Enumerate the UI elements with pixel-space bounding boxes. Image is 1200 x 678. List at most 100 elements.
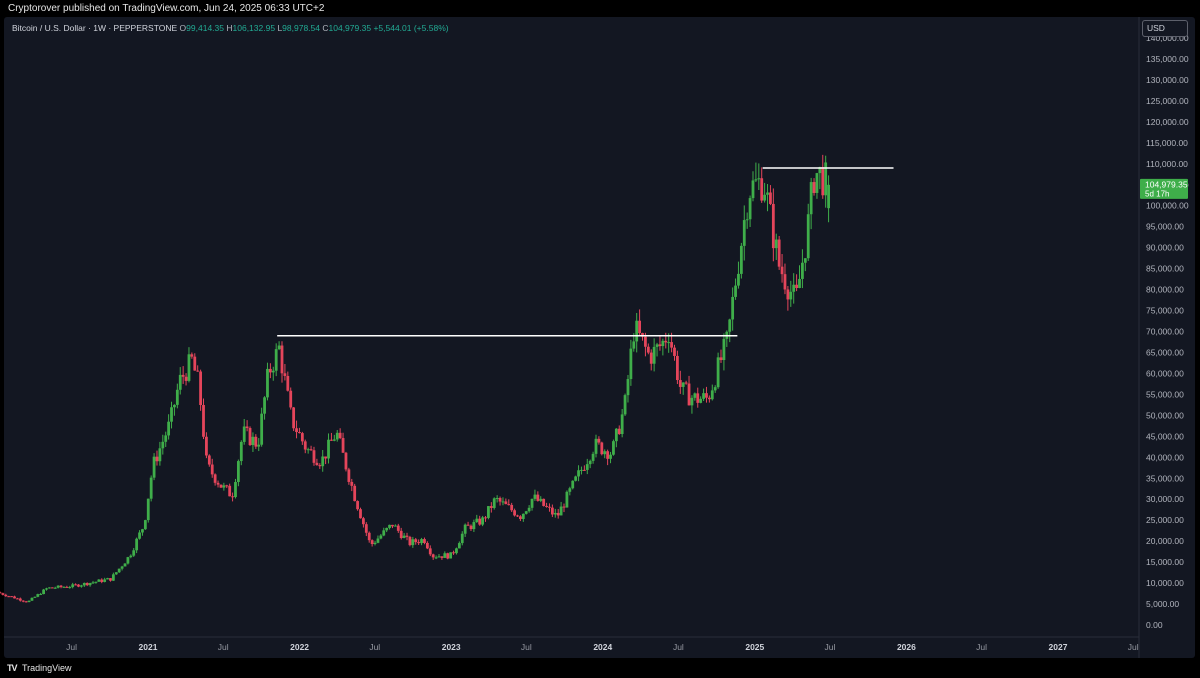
candle-body xyxy=(388,524,391,528)
candle-body xyxy=(149,477,153,499)
candle-body xyxy=(411,539,415,546)
candle-body xyxy=(519,516,522,519)
candle-body xyxy=(545,505,548,507)
candle-body xyxy=(13,596,16,599)
candle-body xyxy=(332,439,336,441)
candle-body xyxy=(379,535,383,539)
candle-body xyxy=(350,481,354,486)
candle-body xyxy=(42,589,45,595)
candle-body xyxy=(626,379,630,396)
y-tick-label: 130,000.00 xyxy=(1146,75,1189,85)
candle-body xyxy=(629,348,633,380)
candle-body xyxy=(452,552,455,554)
time-axis[interactable]: Jul 2021 Jul 2022 Jul 2023 Jul 2024 Jul 2025 Jul 20… xyxy=(66,642,1139,652)
candle-body xyxy=(516,515,519,517)
x-tick-label: Jul xyxy=(66,642,77,652)
candle-body xyxy=(251,436,255,446)
candle-body xyxy=(588,460,592,465)
candle-body xyxy=(45,588,48,590)
chart-frame[interactable] xyxy=(4,17,1195,658)
candle-body xyxy=(10,596,14,598)
candle-body xyxy=(231,496,234,498)
candle-body xyxy=(550,507,554,515)
candle-body xyxy=(341,438,345,453)
candle-body xyxy=(175,389,179,405)
candle-body xyxy=(205,436,208,456)
candle-body xyxy=(635,320,639,342)
high-label: H xyxy=(226,23,233,33)
candle-body xyxy=(812,182,816,193)
candle-body xyxy=(338,432,342,439)
candle-body xyxy=(652,346,656,364)
tradingview-brand[interactable]: TradingView xyxy=(22,663,72,673)
candle-body xyxy=(504,501,508,505)
candle-body xyxy=(88,582,92,586)
candle-body xyxy=(638,320,642,334)
symbol-description[interactable]: Bitcoin / U.S. Dollar · 1W · PEPPERSTONE xyxy=(12,23,178,33)
y-tick-label: 55,000.00 xyxy=(1146,389,1184,399)
candle-body xyxy=(449,552,453,559)
candle-body xyxy=(527,507,531,512)
bar-countdown: 5d 17h xyxy=(1145,189,1169,198)
candle-body xyxy=(222,485,226,488)
candle-body xyxy=(48,587,51,589)
y-tick-label: 10,000.00 xyxy=(1146,578,1184,588)
candle-body xyxy=(155,456,159,462)
y-tick-label: 100,000.00 xyxy=(1146,201,1189,211)
candle-body xyxy=(795,284,799,289)
candle-body xyxy=(498,498,502,502)
candle-body xyxy=(664,340,668,343)
tradingview-logo-icon[interactable]: TV xyxy=(7,663,17,673)
candle-body xyxy=(434,557,438,559)
price-axis[interactable]: 0.00 5,000.00 10,000.00 15,000.00 20,000.00 2… xyxy=(1146,33,1189,630)
candle-body xyxy=(824,162,828,196)
y-tick-label: 60,000.00 xyxy=(1146,368,1184,378)
candle-body xyxy=(315,462,319,466)
candle-body xyxy=(495,498,499,500)
y-tick-label: 50,000.00 xyxy=(1146,410,1184,420)
candle-body xyxy=(356,501,359,510)
candle-body xyxy=(27,600,31,603)
candle-body xyxy=(103,579,107,582)
y-tick-label: 70,000.00 xyxy=(1146,327,1184,337)
candle-body xyxy=(670,342,673,348)
candle-body xyxy=(129,555,133,558)
candle-body xyxy=(30,597,34,601)
candle-body xyxy=(466,524,470,526)
y-tick-label: 20,000.00 xyxy=(1146,536,1184,546)
y-tick-label: 65,000.00 xyxy=(1146,347,1184,357)
candle-body xyxy=(376,538,380,543)
candle-body xyxy=(606,451,610,459)
candle-body xyxy=(757,178,761,180)
candle-body xyxy=(580,469,583,471)
candle-body xyxy=(216,482,220,485)
candle-body xyxy=(731,296,735,320)
candle-body xyxy=(268,368,272,373)
x-tick-label: Jul xyxy=(673,642,684,652)
currency-button[interactable]: USD xyxy=(1142,20,1188,37)
y-tick-label: 140,000.00 xyxy=(1146,33,1189,43)
candle-body xyxy=(719,357,723,361)
candle-body xyxy=(751,180,755,199)
candle-body xyxy=(420,539,423,544)
candle-body xyxy=(678,380,682,387)
candle-body xyxy=(385,527,389,531)
candle-body xyxy=(699,398,703,403)
candle-body xyxy=(39,594,43,596)
level-lines[interactable] xyxy=(277,167,894,337)
candle-body xyxy=(327,439,330,459)
candle-body xyxy=(170,407,173,422)
publish-header: Cryptorover published on TradingView.com… xyxy=(0,0,1200,17)
candle-body xyxy=(164,435,168,442)
candle-body xyxy=(97,579,101,582)
candle-body xyxy=(428,548,432,555)
low-value: 98,978.54 xyxy=(282,23,320,33)
candle-body xyxy=(690,397,694,406)
candle-body xyxy=(815,173,819,193)
candle-body xyxy=(100,579,104,582)
candle-body xyxy=(734,285,737,297)
candle-body xyxy=(417,542,421,544)
candle-body xyxy=(510,504,514,511)
candle-body xyxy=(187,354,191,381)
